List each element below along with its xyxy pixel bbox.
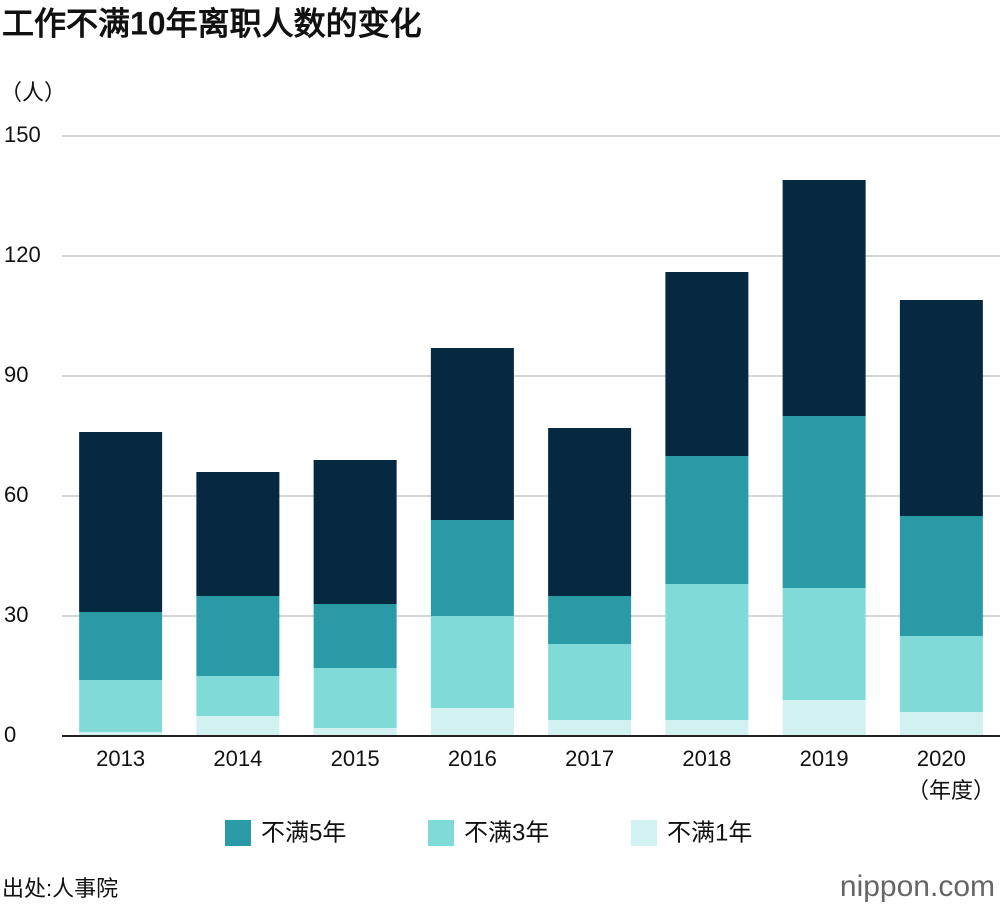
bar-segment xyxy=(79,732,163,736)
legend-swatch xyxy=(225,820,251,846)
bar-segment xyxy=(430,708,514,736)
x-tick-label: 2017 xyxy=(565,746,614,771)
x-tick-label: 2018 xyxy=(682,746,731,771)
bar-segment xyxy=(665,720,749,736)
legend-label: 不满3年 xyxy=(464,819,549,846)
legend-swatch xyxy=(631,820,657,846)
bar-segment xyxy=(79,612,163,680)
bar-segment xyxy=(665,272,749,456)
bar-segment xyxy=(196,676,280,716)
legend-swatch xyxy=(428,820,454,846)
y-tick-label: 120 xyxy=(4,242,41,267)
bar-segment xyxy=(899,712,983,736)
bar-segment xyxy=(548,428,632,596)
legend-label: 不满1年 xyxy=(667,819,752,846)
x-unit: （年度） xyxy=(907,778,995,803)
bar-segment xyxy=(196,472,280,596)
bar-segment xyxy=(430,616,514,708)
y-tick-label: 60 xyxy=(4,482,28,507)
bar-segment xyxy=(782,588,866,700)
bar-segment xyxy=(782,700,866,736)
bar-segment xyxy=(196,716,280,736)
bar-segment xyxy=(313,460,397,604)
x-tick-label: 2020 xyxy=(917,746,966,771)
bar-segment xyxy=(548,720,632,736)
bar-segment xyxy=(665,584,749,720)
y-tick-label: 0 xyxy=(4,722,16,747)
bar-segment xyxy=(899,636,983,712)
y-unit: （人） xyxy=(0,80,66,105)
bar-segment xyxy=(196,596,280,676)
source: 出处:人事院 xyxy=(2,876,118,901)
y-tick-label: 30 xyxy=(4,602,28,627)
bar-segment xyxy=(548,596,632,644)
logo: nippon.com xyxy=(840,870,995,903)
chart-title: 工作不满10年离职人数的变化 xyxy=(2,5,422,41)
bar-segment xyxy=(548,644,632,720)
x-tick-label: 2014 xyxy=(213,746,262,771)
bar-segment xyxy=(430,520,514,616)
y-tick-label: 150 xyxy=(4,122,41,147)
legend-label: 不满5年 xyxy=(261,819,346,846)
bar-segment xyxy=(899,516,983,636)
x-tick-label: 2016 xyxy=(448,746,497,771)
bar-segment xyxy=(313,604,397,668)
bar-segment xyxy=(79,680,163,732)
bar-segment xyxy=(782,416,866,588)
bar-segment xyxy=(665,456,749,584)
x-tick-label: 2013 xyxy=(96,746,145,771)
x-tick-label: 2019 xyxy=(800,746,849,771)
bar-segment xyxy=(79,432,163,612)
bar-segment xyxy=(782,180,866,416)
y-tick-label: 90 xyxy=(4,362,28,387)
bar-segment xyxy=(313,668,397,728)
bar-segment xyxy=(313,728,397,736)
bar-segment xyxy=(899,300,983,516)
bar-segment xyxy=(430,348,514,520)
x-tick-label: 2015 xyxy=(331,746,380,771)
